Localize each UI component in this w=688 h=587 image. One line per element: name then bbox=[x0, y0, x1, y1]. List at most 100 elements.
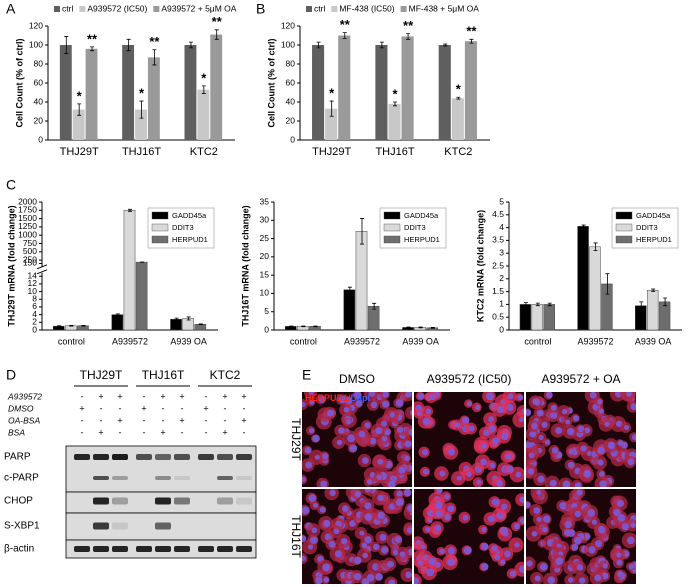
treatment-sign: + bbox=[117, 415, 122, 425]
x-tick-label: KTC2 bbox=[190, 146, 218, 158]
legend-swatch bbox=[151, 235, 169, 244]
cell-nucleus bbox=[626, 392, 632, 397]
cell-nucleus bbox=[526, 409, 532, 416]
treatment-sign: - bbox=[162, 403, 165, 413]
blot-band bbox=[217, 546, 233, 552]
blot-band bbox=[112, 454, 128, 460]
cell-nucleus bbox=[576, 489, 583, 496]
significance-mark: ** bbox=[149, 34, 160, 49]
bar bbox=[601, 283, 613, 331]
blot-band bbox=[236, 546, 252, 552]
error-bar bbox=[430, 327, 435, 329]
treatment-label: OA-BSA bbox=[8, 415, 40, 425]
cell-nucleus bbox=[353, 572, 362, 581]
y-tick-label: 60 bbox=[34, 77, 44, 87]
treatment-sign: - bbox=[119, 403, 122, 413]
y-tick-label: 35 bbox=[260, 196, 270, 206]
cell-nucleus bbox=[404, 440, 412, 448]
cell-nucleus bbox=[616, 499, 625, 508]
cell-nucleus bbox=[399, 551, 406, 558]
cell-nucleus bbox=[329, 489, 336, 497]
legend-label: A939572 + 5μM OA bbox=[161, 3, 236, 13]
cell-nucleus bbox=[361, 457, 369, 465]
y-tick-label: 4 bbox=[32, 309, 37, 319]
cell-nucleus bbox=[518, 565, 524, 574]
legend-label: GADD45a bbox=[172, 211, 207, 220]
cell-nucleus bbox=[375, 427, 383, 435]
x-tick-label: A939572 bbox=[577, 336, 613, 346]
y-tick-label: 1250 bbox=[18, 221, 37, 231]
cell-nucleus bbox=[366, 479, 373, 485]
panel-letter: C bbox=[6, 177, 16, 193]
stain-dapi: Dapi bbox=[351, 393, 371, 403]
cell-nucleus bbox=[594, 540, 603, 548]
cell-nucleus bbox=[578, 577, 586, 584]
bar bbox=[182, 318, 194, 331]
cell-nucleus bbox=[630, 522, 636, 528]
cell-nucleus bbox=[501, 503, 508, 510]
blot-band bbox=[155, 497, 171, 505]
cell-nucleus bbox=[302, 555, 306, 562]
cell-nucleus bbox=[308, 392, 315, 395]
cell-nucleus bbox=[491, 545, 498, 552]
x-tick-label: THJ29T bbox=[60, 146, 99, 158]
blot-band bbox=[136, 454, 152, 460]
cell-nucleus bbox=[395, 536, 402, 543]
y-tick-label: 0 bbox=[264, 324, 269, 334]
blot-band bbox=[93, 497, 109, 505]
cell-nucleus bbox=[377, 511, 385, 520]
protein-label: PARP bbox=[4, 452, 31, 463]
bar bbox=[388, 103, 401, 140]
cell-nucleus bbox=[542, 527, 548, 533]
y-tick-label: 500 bbox=[23, 246, 37, 256]
y-tick-label: 0 bbox=[32, 324, 37, 334]
legend-swatch bbox=[615, 235, 633, 244]
cell-nucleus bbox=[364, 513, 373, 521]
cell-nucleus bbox=[309, 399, 315, 405]
blot-strip bbox=[65, 445, 257, 493]
cell-nucleus bbox=[624, 424, 630, 431]
error-bar bbox=[77, 103, 82, 116]
micrograph bbox=[526, 392, 636, 487]
cell-nucleus bbox=[305, 461, 313, 469]
cell-nucleus bbox=[366, 573, 375, 582]
cell-nucleus bbox=[387, 560, 394, 568]
blot-band bbox=[112, 522, 128, 530]
error-bar bbox=[329, 100, 334, 117]
treatment-sign: + bbox=[79, 403, 84, 413]
cell-nucleus bbox=[506, 403, 514, 411]
y-tick-label: 100 bbox=[29, 39, 43, 49]
cell-nucleus bbox=[309, 536, 318, 544]
y-tick-label: 10 bbox=[28, 286, 38, 296]
cell-nucleus bbox=[583, 469, 592, 478]
cell-nucleus bbox=[616, 552, 622, 558]
y-tick-label: 10 bbox=[260, 288, 270, 298]
cell-nucleus bbox=[312, 502, 319, 508]
treatment-sign: + bbox=[141, 403, 146, 413]
cell-nucleus bbox=[327, 409, 335, 417]
cell-nucleus bbox=[376, 474, 383, 481]
cell-nucleus bbox=[531, 422, 538, 430]
cell-nucleus bbox=[518, 417, 524, 423]
cell-nucleus bbox=[588, 546, 596, 554]
blot-band bbox=[93, 522, 109, 530]
y-tick-label: 2 bbox=[32, 317, 37, 327]
cell-body bbox=[512, 411, 524, 428]
y-tick-label: 0 bbox=[38, 134, 43, 144]
cell-nucleus bbox=[613, 509, 621, 516]
cell-nucleus bbox=[414, 577, 420, 584]
cell-nucleus bbox=[381, 546, 389, 554]
error-bar bbox=[406, 326, 411, 329]
treatment-sign: + bbox=[203, 403, 208, 413]
bar bbox=[59, 45, 72, 140]
legend-label: HERPUD1 bbox=[404, 235, 440, 244]
protein-label: β-actin bbox=[4, 544, 34, 555]
cell-nucleus bbox=[545, 392, 553, 399]
legend-swatch bbox=[615, 211, 633, 220]
panel-letter: E bbox=[302, 367, 311, 383]
cell-nucleus bbox=[509, 570, 517, 577]
cell-nucleus bbox=[541, 421, 548, 428]
bar bbox=[375, 45, 388, 140]
bar bbox=[519, 304, 532, 331]
cell-nucleus bbox=[319, 506, 326, 513]
